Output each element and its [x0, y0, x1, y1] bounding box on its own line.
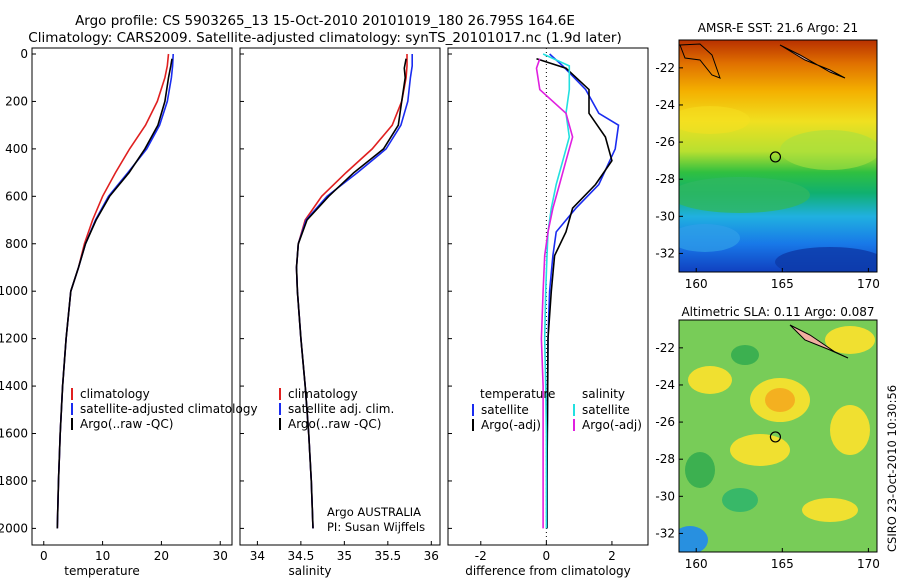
map-y-tick-label: -32	[655, 526, 675, 540]
legend-label: satellite	[481, 403, 529, 417]
x-tick-label: -2	[475, 549, 487, 563]
y-tick-label: 400	[5, 142, 28, 156]
y-tick-label: 1800	[0, 474, 28, 488]
y-tick-label: 200	[5, 94, 28, 108]
series-line-argo-raw-qc-	[295, 58, 407, 529]
series-line-satellite-adj-clim-	[295, 54, 413, 529]
legend-header-temperature: temperature	[480, 387, 555, 401]
series-line-satellite	[546, 53, 620, 529]
series-line-satellite	[542, 53, 571, 529]
x-axis-label: difference from climatology	[465, 564, 631, 578]
map-y-tick-label: -32	[655, 246, 675, 260]
figure-title-line1: Argo profile: CS 5903265_13 15-Oct-2010 …	[75, 13, 575, 29]
y-tick-label: 1200	[0, 332, 28, 346]
sst-map	[679, 40, 877, 272]
legend-label: Argo(-adj)	[582, 418, 642, 432]
series-line-argo-raw-qc-	[56, 58, 173, 529]
x-tick-label: 36	[424, 549, 439, 563]
x-tick-label: 10	[95, 549, 110, 563]
map-x-tick-label: 170	[857, 557, 880, 571]
legend-label: climatology	[80, 387, 150, 401]
map-axes: AMSR-E SST: 21.6 Argo: 21 -22 -24 -26 -28 -30…	[655, 21, 879, 571]
map-axes-2: Altimetric SLA: 0.11 Argo: 0.087 -22 -24 -2…	[655, 305, 879, 571]
panel-frame	[31, 47, 233, 546]
series-line-argo-adj-	[535, 58, 574, 529]
profile-panel-1: 0 200 400 600 800 1000 1200 1400 1600 1800 2000 0 10…	[0, 47, 258, 578]
x-tick-label: 0	[40, 549, 48, 563]
panel-frame	[447, 47, 649, 546]
y-tick-label: 1400	[0, 379, 28, 393]
legend-label: satellite	[582, 403, 630, 417]
map-frame	[678, 39, 878, 273]
map-x-tick-label: 165	[771, 557, 794, 571]
map-y-tick-label: -24	[655, 378, 675, 392]
series-line-argo-adj-	[536, 57, 613, 529]
y-tick-label: 1000	[0, 284, 28, 298]
legend-label: satellite adj. clim.	[288, 402, 394, 416]
panel-frame	[239, 47, 441, 546]
map-y-tick-label: -24	[655, 98, 675, 112]
y-tick-label: 800	[5, 237, 28, 251]
map-x-tick-label: 160	[685, 277, 708, 291]
legend-label: Argo(-adj)	[481, 418, 541, 432]
sla-map	[679, 320, 877, 552]
map-title: Altimetric SLA: 0.11 Argo: 0.087	[681, 305, 874, 319]
x-tick-label: 20	[154, 549, 169, 563]
map-y-tick-label: -22	[655, 341, 675, 355]
map-y-tick-label: -28	[655, 452, 675, 466]
map-x-tick-label: 165	[771, 277, 794, 291]
x-axis-label: salinity	[288, 564, 331, 578]
x-tick-label: 35	[337, 549, 352, 563]
x-tick-label: 0	[543, 549, 551, 563]
map-y-tick-label: -28	[655, 172, 675, 186]
argo-float-marker	[769, 431, 782, 443]
x-tick-label: 34.5	[288, 549, 315, 563]
legend-label: Argo(..raw -QC)	[80, 417, 173, 431]
attribution-line1: Argo AUSTRALIA	[327, 505, 421, 519]
map-y-tick-label: -30	[655, 489, 675, 503]
series-line-climatology	[56, 53, 170, 529]
y-tick-label: 600	[5, 189, 28, 203]
argo-float-marker	[769, 151, 782, 163]
y-tick-label: 2000	[0, 521, 28, 535]
series-line-satellite-adjusted-climatology	[56, 53, 174, 529]
legend-label: satellite-adjusted climatology	[80, 402, 258, 416]
profile-panel-2: 34 34.5 35 35.5 36 salinity climatologysatelli…	[239, 47, 441, 578]
map-y-tick-label: -26	[655, 415, 675, 429]
map-y-tick-label: -22	[655, 61, 675, 75]
x-axis-label: temperature	[64, 564, 139, 578]
map-axes-1: AMSR-E SST: 21.6 Argo: 21 -22 -24 -26 -28 -30…	[655, 21, 879, 291]
map-y-tick-label: -30	[655, 209, 675, 223]
map-title: AMSR-E SST: 21.6 Argo: 21	[698, 21, 858, 35]
y-tick-label: 0	[20, 47, 28, 61]
x-tick-label: 2	[608, 549, 616, 563]
x-tick-label: 34	[250, 549, 265, 563]
figure-title-line2: Climatology: CARS2009. Satellite-adjuste…	[28, 30, 622, 46]
legend-header-salinity: salinity	[582, 387, 625, 401]
map-y-tick-label: -26	[655, 135, 675, 149]
map-frame	[678, 319, 878, 553]
series-line-climatology	[295, 54, 408, 529]
attribution-line2: PI: Susan Wijffels	[327, 520, 425, 534]
x-tick-label: 30	[213, 549, 228, 563]
x-tick-label: 35.5	[374, 549, 401, 563]
map-x-tick-label: 170	[857, 277, 880, 291]
map-x-tick-label: 160	[685, 557, 708, 571]
y-tick-label: 1600	[0, 427, 28, 441]
legend-label: Argo(..raw -QC)	[288, 417, 381, 431]
legend-label: climatology	[288, 387, 358, 401]
